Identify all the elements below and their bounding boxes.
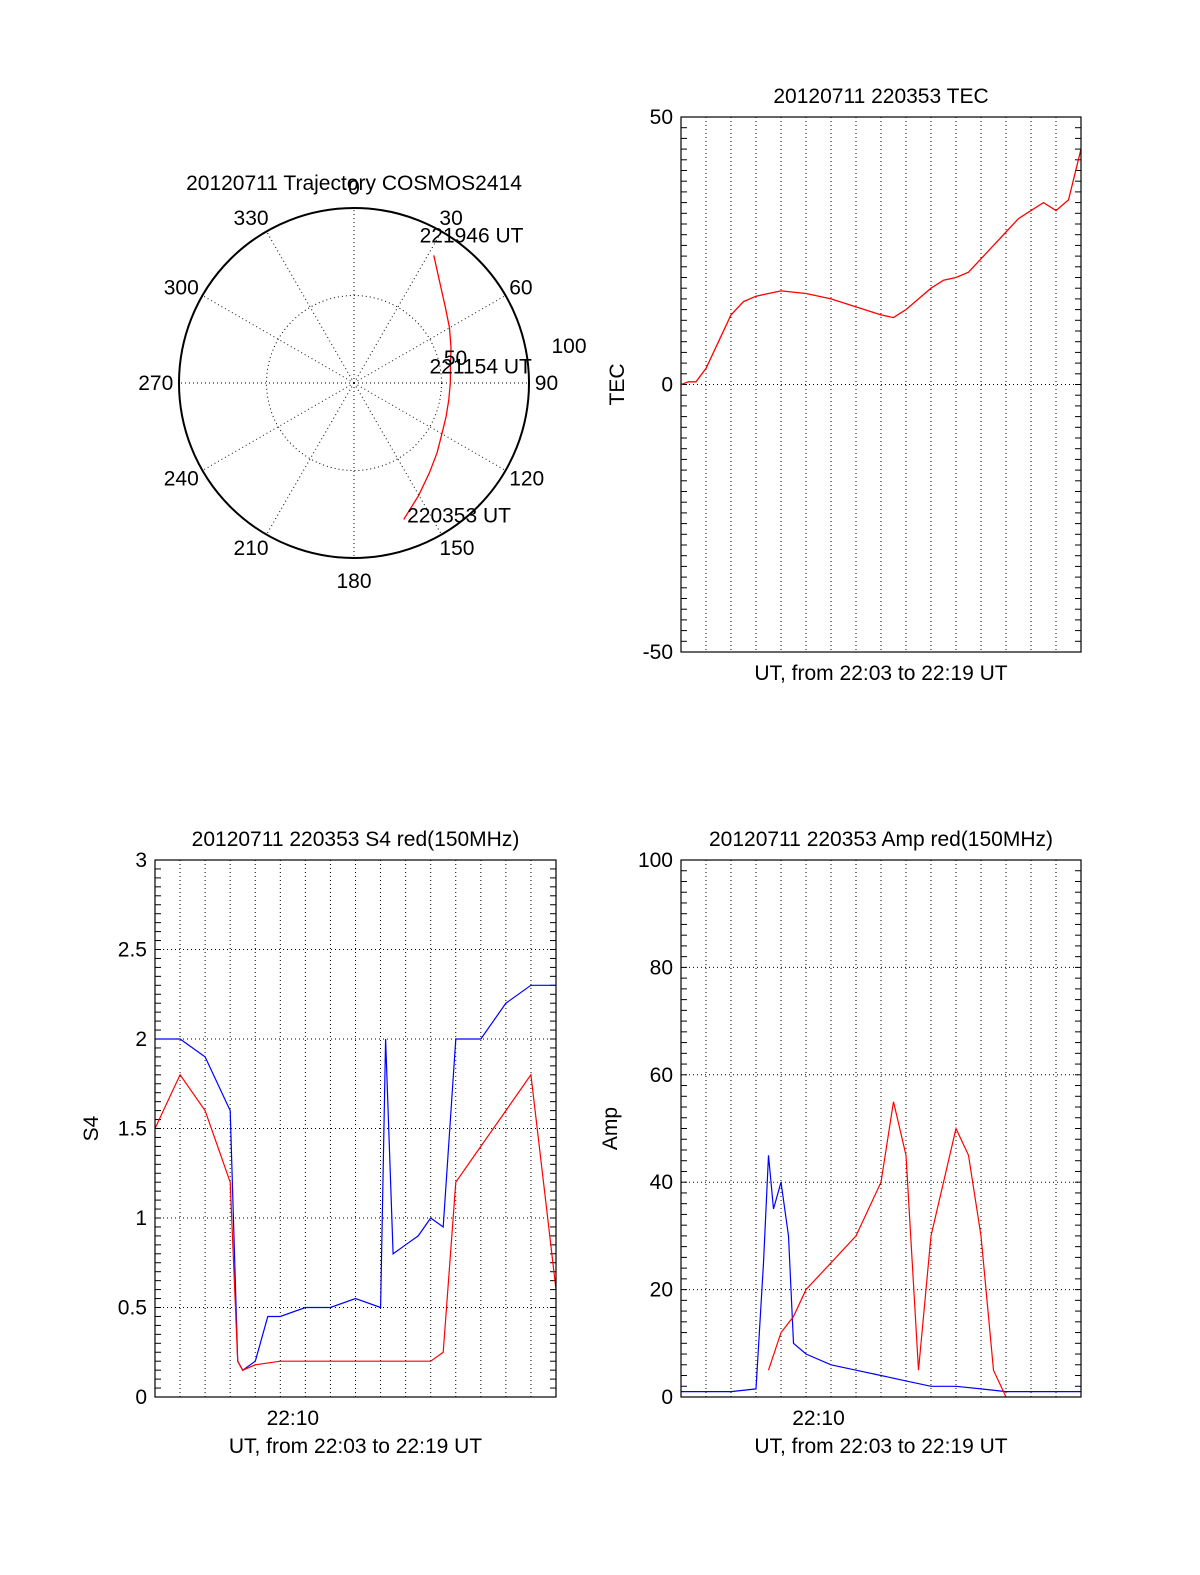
y-tick-label: 60 bbox=[650, 1064, 673, 1087]
y-tick-label: 3 bbox=[135, 849, 147, 872]
series-line-0 bbox=[680, 148, 1082, 386]
angle-label: 30 bbox=[439, 207, 462, 230]
angle-label: 150 bbox=[439, 537, 474, 560]
time-annotation: 221154 UT bbox=[430, 355, 533, 378]
x-tick-label: 22:10 bbox=[792, 1407, 845, 1430]
angle-label: 90 bbox=[535, 372, 558, 395]
x-axis-label: UT, from 22:03 to 22:19 UT bbox=[754, 662, 1007, 685]
y-axis-label: Amp bbox=[599, 1107, 622, 1150]
y-tick-label: 2.5 bbox=[118, 939, 147, 962]
y-tick-label: 0 bbox=[661, 374, 673, 397]
y-tick-label: 1.5 bbox=[118, 1118, 147, 1141]
trajectory-polar-panel: 0 30 60 90 120 150 180 210 240 270 300 330 50 100 2219… bbox=[138, 172, 586, 593]
plot-frame bbox=[680, 859, 1082, 1398]
y-tick-label: 50 bbox=[650, 106, 673, 129]
y-tick-label: 0 bbox=[661, 1386, 673, 1409]
radial-label: 50 bbox=[444, 347, 467, 370]
polar-spoke bbox=[353, 382, 506, 471]
y-axis-label: S4 bbox=[80, 1115, 103, 1141]
angle-label: 270 bbox=[138, 372, 173, 395]
chart-title: 20120711 220353 Amp red(150MHz) bbox=[709, 828, 1053, 851]
x-tick-label: 22:10 bbox=[267, 1407, 320, 1430]
time-annotation: 221946 UT bbox=[420, 225, 524, 248]
radial-label: 100 bbox=[551, 335, 586, 358]
polar-ring bbox=[266, 295, 442, 471]
chart-title: 20120711 Trajectory COSMOS2414 bbox=[186, 172, 522, 195]
y-tick-label: 0.5 bbox=[118, 1297, 147, 1320]
angle-label: 330 bbox=[234, 207, 269, 230]
polar-boundary bbox=[178, 207, 530, 559]
polar-spoke bbox=[266, 382, 355, 535]
plot-frame bbox=[154, 859, 557, 1398]
chart-title: 20120711 220353 TEC bbox=[773, 85, 988, 108]
y-tick-label: 80 bbox=[650, 956, 673, 979]
y-axis-label: TEC bbox=[606, 364, 629, 406]
y-tick-label: 100 bbox=[638, 849, 673, 872]
tec-panel: -50 0 50 20120711 220353 TEC UT, from 22:03 … bbox=[606, 85, 1082, 685]
polar-spoke bbox=[353, 231, 442, 384]
y-tick-label: 20 bbox=[650, 1279, 673, 1302]
y-tick-label: 2 bbox=[135, 1028, 147, 1051]
chart-title: 20120711 220353 S4 red(150MHz) bbox=[192, 828, 520, 851]
angle-label: 240 bbox=[164, 467, 199, 490]
time-annotation: 220353 UT bbox=[407, 505, 511, 528]
polar-spoke bbox=[266, 231, 355, 384]
series-line-1 bbox=[767, 1101, 1007, 1398]
plot-frame bbox=[680, 116, 1082, 653]
angle-label: 210 bbox=[234, 537, 269, 560]
series-line-0 bbox=[681, 1155, 1081, 1393]
amp-panel: 0 20 40 60 80 100 22:10 20120711 220353 Amp red… bbox=[599, 828, 1082, 1458]
series-line-1 bbox=[154, 1073, 557, 1371]
x-axis-label: UT, from 22:03 to 22:19 UT bbox=[754, 1435, 1007, 1458]
trajectory-line-0 bbox=[403, 255, 452, 520]
angle-label: 180 bbox=[336, 570, 371, 593]
angle-label: 120 bbox=[509, 467, 544, 490]
y-tick-label: 40 bbox=[650, 1171, 673, 1194]
x-axis-label: UT, from 22:03 to 22:19 UT bbox=[229, 1435, 482, 1458]
y-tick-label: 1 bbox=[135, 1207, 147, 1230]
angle-label: 0 bbox=[348, 176, 360, 199]
angle-label: 300 bbox=[164, 277, 199, 300]
angle-label: 60 bbox=[509, 277, 532, 300]
y-tick-label: 0 bbox=[135, 1386, 147, 1409]
s4-panel: 0 0.5 1 1.5 2 2.5 3 22:10 20120711 220353 S4 red… bbox=[80, 828, 557, 1458]
y-tick-label: -50 bbox=[643, 641, 673, 664]
